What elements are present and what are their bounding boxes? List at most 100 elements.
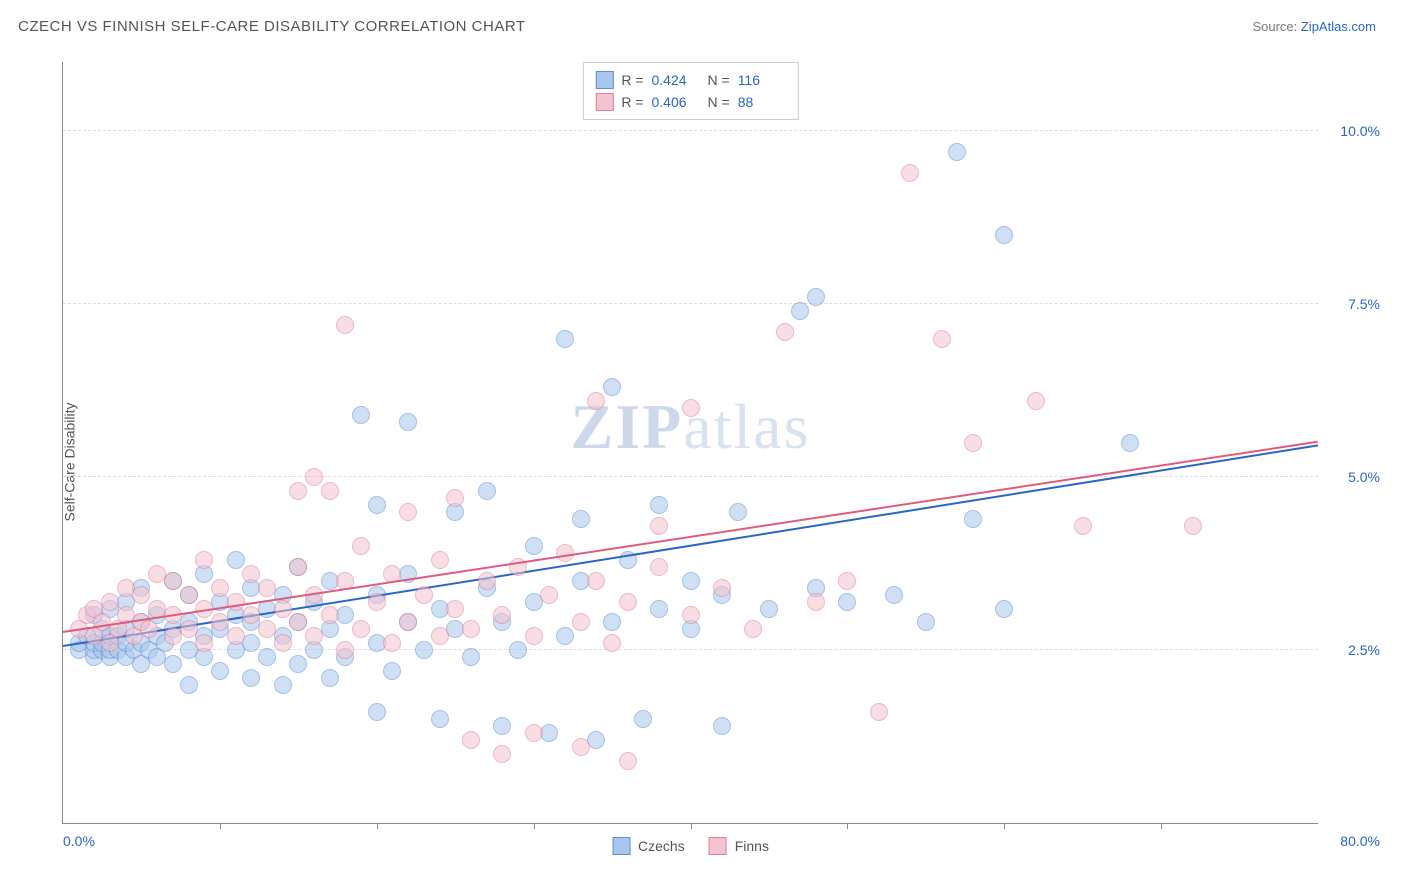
chart-title: CZECH VS FINNISH SELF-CARE DISABILITY CO…	[18, 18, 526, 35]
scatter-point-czechs	[713, 717, 731, 735]
scatter-point-finns	[838, 572, 856, 590]
scatter-point-finns	[274, 600, 292, 618]
scatter-point-czechs	[336, 606, 354, 624]
scatter-point-czechs	[321, 669, 339, 687]
legend-item-czechs: Czechs	[612, 837, 685, 855]
scatter-point-czechs	[180, 676, 198, 694]
scatter-point-finns	[650, 517, 668, 535]
y-tick-label: 10.0%	[1340, 123, 1380, 139]
scatter-point-czechs	[603, 613, 621, 631]
scatter-point-finns	[807, 593, 825, 611]
scatter-point-finns	[744, 620, 762, 638]
scatter-point-finns	[619, 593, 637, 611]
y-tick-label: 5.0%	[1348, 469, 1380, 485]
n-label: N =	[708, 72, 730, 88]
scatter-point-finns	[383, 634, 401, 652]
legend-swatch	[595, 71, 613, 89]
scatter-point-finns	[603, 634, 621, 652]
scatter-point-finns	[713, 579, 731, 597]
scatter-point-finns	[258, 620, 276, 638]
scatter-point-czechs	[431, 710, 449, 728]
scatter-point-finns	[540, 586, 558, 604]
x-max-label: 80.0%	[1340, 833, 1380, 849]
scatter-point-finns	[870, 703, 888, 721]
scatter-point-czechs	[415, 641, 433, 659]
scatter-point-czechs	[995, 600, 1013, 618]
legend-label: Finns	[735, 838, 769, 854]
y-tick-label: 7.5%	[1348, 296, 1380, 312]
scatter-point-finns	[321, 482, 339, 500]
scatter-point-finns	[305, 627, 323, 645]
stats-row-czechs: R = 0.424 N = 116	[595, 69, 785, 91]
r-label: R =	[621, 72, 643, 88]
legend-swatch	[709, 837, 727, 855]
scatter-point-czechs	[289, 655, 307, 673]
legend-swatch	[612, 837, 630, 855]
scatter-point-czechs	[556, 330, 574, 348]
scatter-point-czechs	[917, 613, 935, 631]
scatter-point-finns	[776, 323, 794, 341]
scatter-point-czechs	[164, 655, 182, 673]
stats-row-finns: R =0.406N =88	[595, 91, 785, 113]
legend-swatch	[595, 93, 613, 111]
scatter-point-finns	[336, 641, 354, 659]
scatter-point-czechs	[556, 627, 574, 645]
scatter-point-finns	[619, 752, 637, 770]
x-tick	[377, 823, 378, 829]
scatter-point-finns	[587, 392, 605, 410]
scatter-point-finns	[211, 579, 229, 597]
scatter-point-finns	[101, 593, 119, 611]
scatter-point-finns	[1074, 517, 1092, 535]
scatter-point-finns	[274, 634, 292, 652]
stats-legend: R = 0.424 N = 116 R =0.406N =88	[582, 62, 798, 120]
scatter-point-finns	[572, 613, 590, 631]
n-value: 116	[738, 72, 786, 88]
scatter-point-czechs	[540, 724, 558, 742]
scatter-point-czechs	[791, 302, 809, 320]
scatter-point-czechs	[587, 731, 605, 749]
x-tick	[220, 823, 221, 829]
trend-line-finns	[63, 441, 1318, 633]
source-prefix: Source:	[1252, 19, 1300, 34]
scatter-point-finns	[289, 613, 307, 631]
scatter-point-czechs	[368, 703, 386, 721]
source-link[interactable]: ZipAtlas.com	[1301, 19, 1376, 34]
scatter-point-czechs	[572, 510, 590, 528]
scatter-point-czechs	[258, 648, 276, 666]
scatter-point-czechs	[807, 288, 825, 306]
scatter-point-finns	[525, 724, 543, 742]
scatter-point-finns	[431, 551, 449, 569]
scatter-point-finns	[901, 164, 919, 182]
scatter-point-finns	[1184, 517, 1202, 535]
gridline	[63, 303, 1318, 304]
r-value: 0.424	[652, 72, 700, 88]
scatter-point-czechs	[603, 378, 621, 396]
scatter-point-finns	[336, 316, 354, 334]
scatter-point-czechs	[242, 669, 260, 687]
scatter-point-finns	[180, 586, 198, 604]
scatter-point-czechs	[948, 143, 966, 161]
scatter-point-czechs	[838, 593, 856, 611]
scatter-point-finns	[289, 558, 307, 576]
scatter-point-czechs	[242, 634, 260, 652]
scatter-point-finns	[289, 482, 307, 500]
scatter-point-czechs	[493, 717, 511, 735]
scatter-point-finns	[321, 606, 339, 624]
scatter-point-finns	[211, 613, 229, 631]
x-tick	[1004, 823, 1005, 829]
scatter-point-czechs	[964, 510, 982, 528]
scatter-point-finns	[493, 606, 511, 624]
x-tick	[534, 823, 535, 829]
scatter-point-finns	[352, 537, 370, 555]
scatter-point-finns	[352, 620, 370, 638]
scatter-point-czechs	[995, 226, 1013, 244]
scatter-point-czechs	[525, 537, 543, 555]
scatter-point-czechs	[211, 662, 229, 680]
scatter-point-finns	[478, 572, 496, 590]
scatter-point-czechs	[462, 648, 480, 666]
scatter-point-finns	[682, 606, 700, 624]
scatter-point-czechs	[760, 600, 778, 618]
chart-area: Self-Care Disability ZIPatlas R =0.424N …	[18, 50, 1388, 874]
scatter-point-finns	[164, 572, 182, 590]
scatter-point-finns	[227, 593, 245, 611]
